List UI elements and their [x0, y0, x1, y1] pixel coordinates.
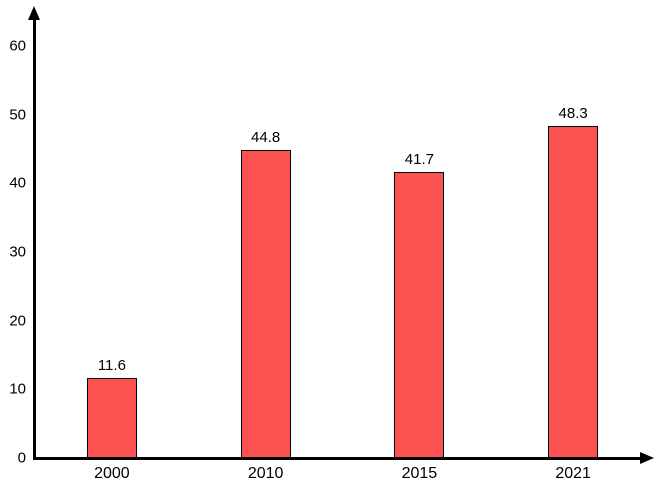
- x-axis-arrow-icon: [640, 451, 654, 464]
- y-tick-label: 60: [9, 37, 26, 55]
- bar-value-label: 48.3: [558, 105, 588, 123]
- y-tick-label: 0: [17, 449, 26, 467]
- bar-2015: [394, 171, 445, 458]
- y-tick-label: 20: [9, 312, 26, 330]
- y-axis: [33, 16, 36, 460]
- x-tick-label: 2021: [555, 465, 591, 482]
- bar-2000: [86, 378, 137, 458]
- x-tick-label: 2000: [94, 465, 130, 482]
- bar-2021: [548, 126, 599, 458]
- x-axis: [33, 457, 642, 460]
- y-tick-label: 40: [9, 174, 26, 192]
- y-tick-label: 10: [9, 380, 26, 398]
- y-tick-label: 50: [9, 106, 26, 124]
- bar-value-label: 11.6: [97, 357, 126, 375]
- bar-value-label: 44.8: [251, 129, 281, 147]
- bar-2010: [240, 150, 291, 458]
- y-tick-label: 30: [9, 243, 26, 261]
- bar-value-label: 41.7: [404, 150, 434, 168]
- x-tick-label: 2015: [401, 465, 438, 482]
- y-axis-arrow-icon: [28, 6, 40, 20]
- x-tick-label: 2010: [247, 465, 284, 482]
